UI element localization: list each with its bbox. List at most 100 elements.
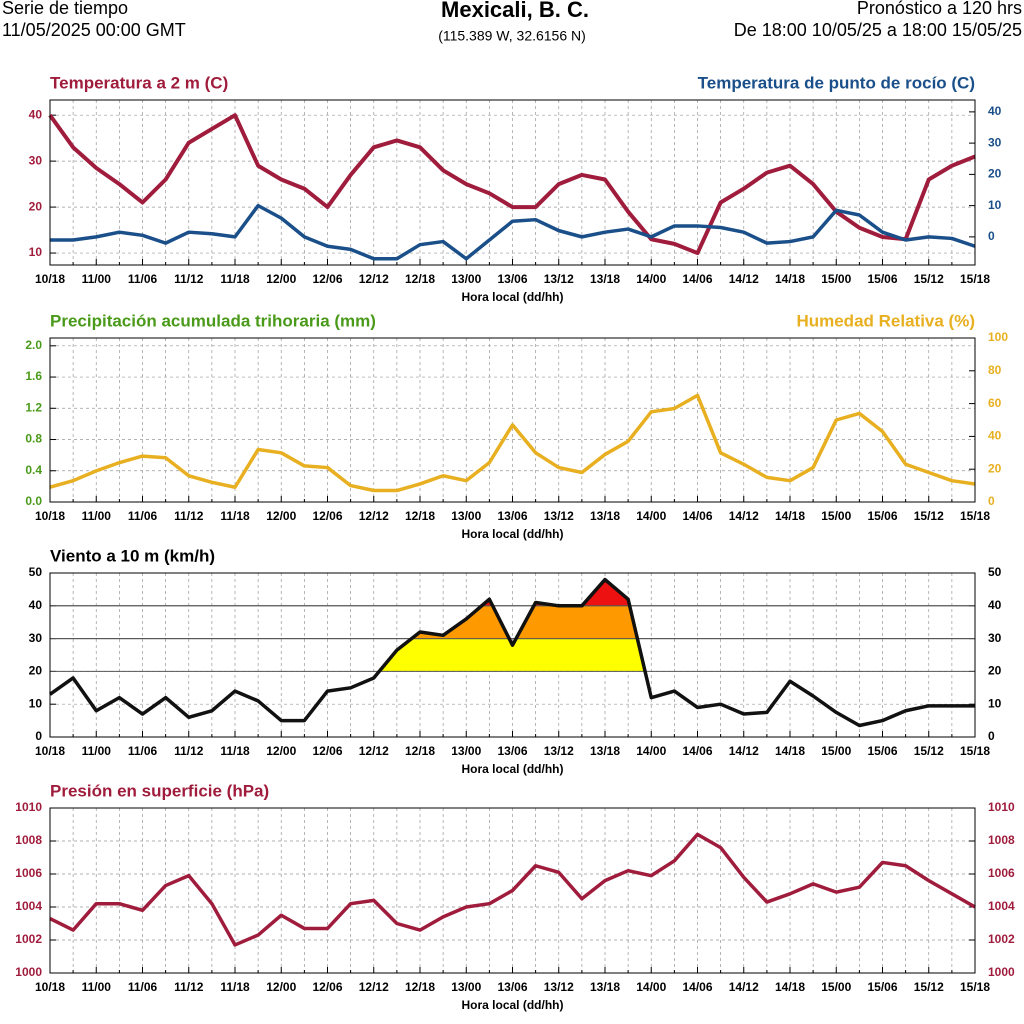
- x-tick-label: 15/00: [821, 980, 851, 994]
- y2-tick-label: 40: [988, 429, 1002, 443]
- panel-title: Viento a 10 m (km/h): [50, 546, 215, 565]
- x-tick-label: 13/12: [544, 272, 574, 286]
- y2-tick-label: 1008: [988, 833, 1015, 847]
- threshold-fill: [379, 638, 646, 672]
- x-tick-label: 13/06: [497, 980, 527, 994]
- x-tick-label: 10/18: [35, 509, 65, 523]
- y2-tick-label: 40: [988, 598, 1002, 612]
- x-tick-label: 10/18: [35, 980, 65, 994]
- x-tick-label: 14/06: [682, 509, 712, 523]
- x-tick-label: 15/06: [867, 272, 897, 286]
- y2-tick-label: 30: [988, 135, 1002, 149]
- y-tick-label: 1004: [15, 899, 42, 913]
- plot-frame: [49, 99, 976, 266]
- x-tick-label: 12/06: [312, 272, 342, 286]
- x-tick-label: 12/00: [266, 509, 296, 523]
- y2-tick-label: 0: [988, 494, 995, 508]
- x-tick-label: 12/18: [405, 509, 435, 523]
- x-axis-label: Hora local (dd/hh): [462, 998, 564, 1012]
- header-left-2: 11/05/2025 00:00 GMT: [2, 20, 186, 40]
- y2-tick-label: 1002: [988, 932, 1015, 946]
- plot-frame: [49, 807, 976, 974]
- x-tick-label: 11/12: [174, 509, 204, 523]
- x-tick-label: 11/00: [82, 509, 112, 523]
- y-tick-label: 1010: [15, 800, 42, 814]
- x-tick-label: 11/12: [174, 744, 204, 758]
- y2-tick-label: 50: [988, 565, 1002, 579]
- x-tick-label: 14/00: [636, 509, 666, 523]
- x-tick-label: 13/12: [544, 980, 574, 994]
- x-tick-label: 12/00: [266, 744, 296, 758]
- x-tick-label: 14/12: [729, 272, 759, 286]
- x-tick-label: 12/06: [312, 744, 342, 758]
- x-tick-label: 13/06: [497, 509, 527, 523]
- y2-tick-label: 1004: [988, 899, 1015, 913]
- plot-frame: [49, 572, 976, 738]
- series-line: [49, 832, 976, 947]
- x-tick-label: 15/18: [960, 744, 990, 758]
- y2-tick-label: 1000: [988, 965, 1015, 979]
- series-line: [48, 113, 976, 256]
- x-tick-label: 15/12: [914, 509, 944, 523]
- x-tick-label: 13/18: [590, 980, 620, 994]
- x-tick-label: 12/12: [359, 272, 389, 286]
- series-line: [48, 577, 975, 728]
- y-tick-label: 1002: [15, 932, 42, 946]
- panel-title: Presión en superficie (hPa): [50, 781, 269, 800]
- x-tick-label: 14/00: [636, 272, 666, 286]
- x-tick-label: 14/06: [682, 272, 712, 286]
- x-tick-label: 11/00: [82, 272, 112, 286]
- header-title: Mexicali, B. C.: [441, 0, 589, 22]
- x-tick-label: 14/18: [775, 744, 805, 758]
- x-tick-label: 15/06: [867, 980, 897, 994]
- x-tick-label: 12/18: [405, 272, 435, 286]
- y-tick-label: 0: [35, 729, 42, 743]
- x-tick-label: 15/18: [960, 509, 990, 523]
- x-tick-label: 15/06: [867, 744, 897, 758]
- x-tick-label: 14/00: [636, 744, 666, 758]
- x-tick-label: 11/18: [220, 509, 250, 523]
- header-subtitle: (115.389 W, 32.6156 N): [438, 28, 586, 44]
- y2-tick-label: 1006: [988, 866, 1015, 880]
- y-tick-label: 0.4: [25, 463, 42, 477]
- x-axis-label: Hora local (dd/hh): [462, 290, 564, 304]
- x-tick-label: 11/06: [128, 744, 158, 758]
- y-tick-label: 0.0: [25, 494, 42, 508]
- panel-title-right: Temperatura de punto de rocío (C): [698, 73, 975, 92]
- y-tick-label: 1000: [15, 965, 42, 979]
- panel-title: Precipitación acumulada trihoraria (mm): [50, 311, 376, 330]
- x-tick-label: 11/00: [82, 980, 112, 994]
- x-tick-label: 12/12: [359, 980, 389, 994]
- y2-tick-label: 0: [988, 729, 995, 743]
- x-tick-label: 13/12: [544, 509, 574, 523]
- y2-tick-label: 10: [988, 696, 1002, 710]
- y2-tick-label: 40: [988, 104, 1002, 118]
- series-line: [50, 203, 976, 261]
- x-tick-label: 14/12: [729, 509, 759, 523]
- y-tick-label: 1006: [15, 866, 42, 880]
- x-axis-label: Hora local (dd/hh): [462, 762, 564, 776]
- x-tick-label: 14/12: [729, 744, 759, 758]
- y2-tick-label: 60: [988, 396, 1002, 410]
- y-tick-label: 30: [29, 631, 43, 645]
- x-tick-label: 12/18: [405, 744, 435, 758]
- threshold-fill: [411, 605, 638, 639]
- x-tick-label: 12/00: [266, 272, 296, 286]
- x-tick-label: 13/06: [497, 744, 527, 758]
- y-tick-label: 10: [29, 245, 43, 259]
- x-tick-label: 14/00: [636, 980, 666, 994]
- y2-tick-label: 30: [988, 631, 1002, 645]
- x-tick-label: 13/18: [590, 744, 620, 758]
- y2-tick-label: 20: [988, 461, 1002, 475]
- header-right-2: De 18:00 10/05/25 a 18:00 15/05/25: [734, 20, 1022, 40]
- y2-tick-label: 20: [988, 167, 1002, 181]
- x-tick-label: 12/12: [359, 744, 389, 758]
- x-tick-label: 14/18: [775, 509, 805, 523]
- x-tick-label: 13/00: [451, 744, 481, 758]
- y2-tick-label: 100: [988, 330, 1008, 344]
- y2-tick-label: 10: [988, 198, 1002, 212]
- y-tick-label: 40: [29, 598, 43, 612]
- y2-tick-label: 0: [988, 229, 995, 243]
- y-tick-label: 0.8: [25, 432, 42, 446]
